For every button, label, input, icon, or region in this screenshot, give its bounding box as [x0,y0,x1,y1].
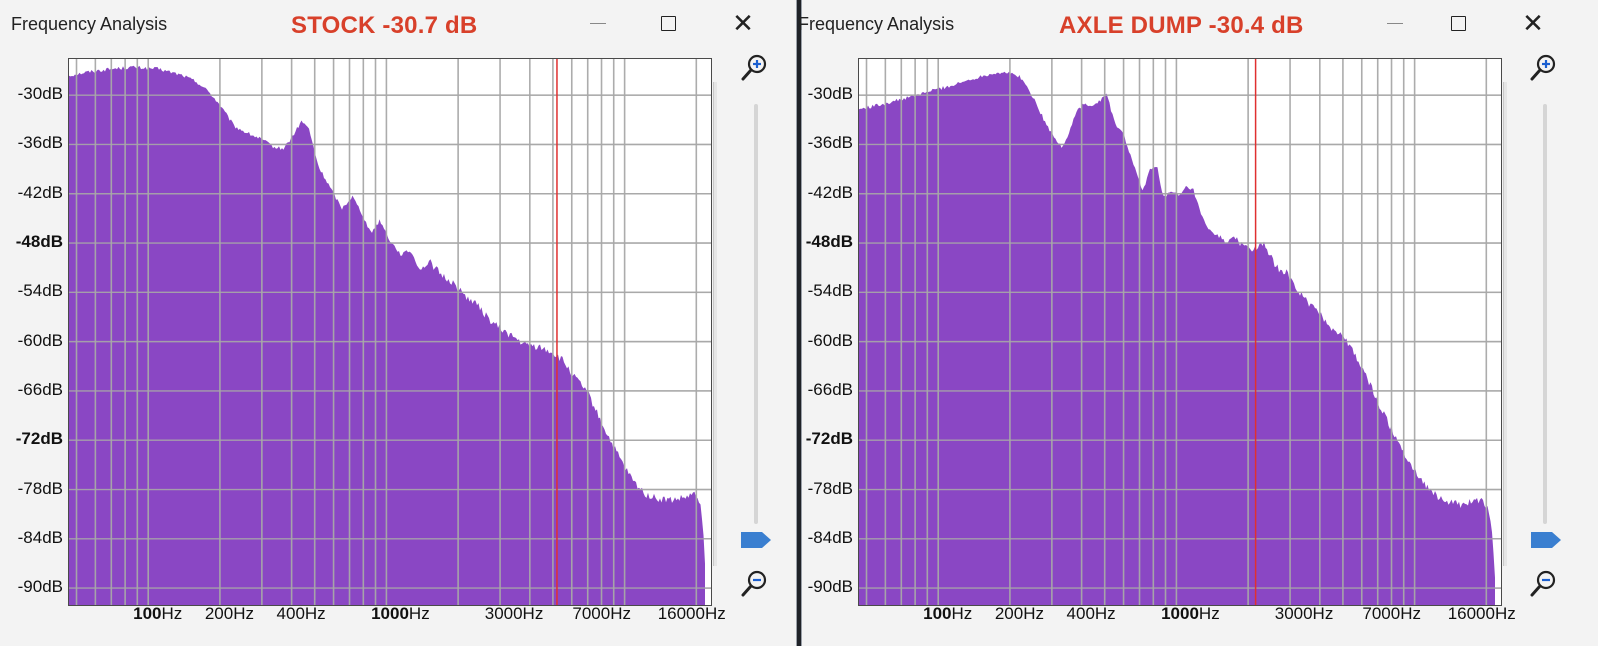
x-tick-label: 1000Hz [371,604,430,623]
maximize-icon [1450,15,1466,31]
x-tick-label: 16000Hz [657,604,726,623]
close-icon: ✕ [732,7,754,38]
axle-dump-banner: AXLE DUMP -30.4 dB [1059,12,1304,39]
minimize-icon [590,22,606,24]
y-tick-label: -60dB [807,330,853,350]
maximize-button[interactable] [648,6,688,40]
zoom-slider-thumb[interactable] [1530,530,1562,550]
y-tick-label: -36dB [807,133,853,153]
zoom-slider-track[interactable] [1543,104,1547,524]
zoom-in-icon[interactable] [1529,52,1559,82]
y-axis-labels: -30dB -36dB -42dB -48dB -54dB -60dB -66dB -72dB… [0,58,63,606]
x-tick-label: 200Hz [994,604,1044,623]
y-axis-labels: -30dB -36dB -42dB -48dB -54dB -60dB -66dB -72dB… [790,58,853,606]
y-tick-label: -48dB [805,232,853,252]
y-tick-label: -42dB [807,182,853,202]
zoom-out-icon[interactable] [1529,568,1559,598]
y-tick-label: -90dB [807,577,853,597]
x-tick-label: 16000Hz [1447,604,1516,623]
y-tick-label: -36dB [17,133,63,153]
y-tick-label: -30dB [807,84,853,104]
spectrum-plot[interactable] [68,58,712,606]
y-tick-label: -84dB [17,527,63,547]
x-tick-label: 400Hz [276,604,326,623]
x-tick-label: 7000Hz [1362,604,1422,623]
y-tick-label: -66dB [17,379,63,399]
maximize-button[interactable] [1438,6,1478,40]
spectrum-svg [859,59,1501,605]
y-tick-label: -72dB [15,429,63,449]
stock-banner: STOCK -30.7 dB [291,12,478,39]
close-icon: ✕ [1522,7,1544,38]
minimize-icon [1387,22,1403,24]
scroll-separator [713,82,717,566]
minimize-button[interactable] [578,6,618,40]
y-tick-label: -60dB [17,330,63,350]
zoom-slider-track[interactable] [754,104,758,524]
x-tick-label: 1000Hz [1161,604,1220,623]
y-tick-label: -78dB [807,478,853,498]
y-tick-label: -48dB [15,232,63,252]
window-title: Frequency Analysis [11,14,168,34]
y-tick-label: -84dB [807,527,853,547]
x-tick-label: 400Hz [1066,604,1116,623]
frequency-analysis-window-right: Frequency Analysis AXLE DUMP -30.4 dB ✕ … [798,0,1598,646]
x-tick-label: 3000Hz [484,604,544,623]
zoom-slider-thumb[interactable] [740,530,772,550]
y-tick-label: -78dB [17,478,63,498]
y-tick-label: -42dB [17,182,63,202]
x-tick-label: 7000Hz [572,604,632,623]
y-tick-label: -54dB [807,281,853,301]
zoom-out-icon[interactable] [740,568,770,598]
close-button[interactable]: ✕ [723,6,763,40]
maximize-icon [660,15,676,31]
y-tick-label: -72dB [805,429,853,449]
x-tick-label: 100Hz [133,604,183,623]
x-tick-label: 200Hz [204,604,254,623]
y-tick-label: -90dB [17,577,63,597]
spectrum-svg [69,59,711,605]
x-axis-labels: 100Hz 200Hz 400Hz 1000Hz 3000Hz 7000Hz 16000Hz [858,604,1516,630]
scroll-separator [1503,82,1507,566]
close-button[interactable]: ✕ [1513,6,1553,40]
x-tick-label: 100Hz [923,604,973,623]
minimize-button[interactable] [1375,6,1415,40]
y-tick-label: -30dB [17,84,63,104]
frequency-analysis-window-left: Frequency Analysis STOCK -30.7 dB ✕ -30d… [0,0,797,646]
y-tick-label: -66dB [807,379,853,399]
x-axis-labels: 100Hz 200Hz 400Hz 1000Hz 3000Hz 7000Hz 16000Hz [68,604,726,630]
x-tick-label: 3000Hz [1274,604,1334,623]
window-title: Frequency Analysis [798,14,955,34]
y-tick-label: -54dB [17,281,63,301]
zoom-in-icon[interactable] [740,52,770,82]
spectrum-plot[interactable] [858,58,1502,606]
